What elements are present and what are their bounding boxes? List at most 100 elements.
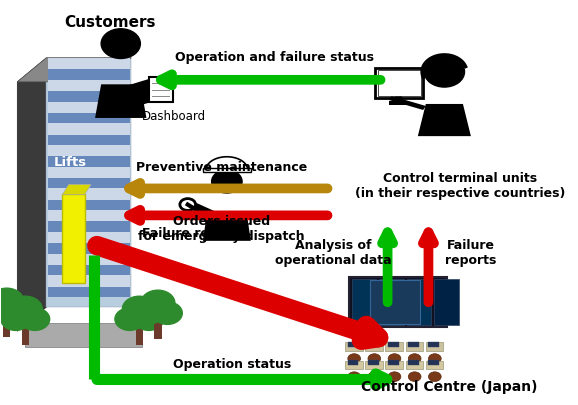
Polygon shape [194,203,218,224]
Bar [62,194,85,283]
Circle shape [408,354,421,363]
Bar [48,91,130,102]
Circle shape [20,308,50,330]
Bar [375,68,423,98]
Circle shape [368,372,381,382]
Bar [48,80,130,91]
Bar [48,167,130,178]
Bar [408,342,419,347]
Circle shape [424,56,465,87]
Bar [406,360,423,369]
Bar [365,343,383,351]
Polygon shape [388,96,426,110]
Circle shape [115,308,144,330]
Text: Lifts: Lifts [54,156,87,169]
Circle shape [141,290,175,316]
Bar [434,279,459,325]
Bar [388,342,399,347]
Polygon shape [418,104,471,136]
Bar [48,200,130,210]
Bar [203,168,251,172]
Text: Customers: Customers [64,15,156,30]
Circle shape [0,300,12,322]
Text: Operation status: Operation status [173,358,291,371]
Bar [48,210,130,222]
Bar [348,360,358,365]
Bar [48,123,130,134]
Bar [48,222,130,232]
Circle shape [1,300,31,322]
Circle shape [388,354,401,363]
Polygon shape [17,58,46,331]
Polygon shape [125,75,163,109]
Polygon shape [46,58,131,307]
Text: Failure
reports: Failure reports [445,239,497,267]
Bar [351,279,376,325]
Circle shape [348,354,361,363]
Bar [408,360,419,365]
Text: Control terminal units
(in their respective countries): Control terminal units (in their respect… [355,173,565,200]
Bar [377,70,421,96]
Bar [48,188,130,200]
Bar [379,279,403,325]
Text: Preventive maintenance: Preventive maintenance [136,160,307,173]
Text: Operation and failure status: Operation and failure status [175,51,374,64]
Bar [407,279,431,325]
Circle shape [428,372,441,382]
Bar [48,232,130,243]
Circle shape [368,354,381,363]
Circle shape [134,308,164,330]
Polygon shape [17,58,131,82]
Text: Dashboard: Dashboard [142,109,206,123]
Bar [426,343,443,351]
Circle shape [8,296,42,322]
Bar [345,360,362,369]
Bar [428,360,439,365]
Circle shape [348,372,361,382]
Bar [48,69,130,80]
Circle shape [428,354,441,363]
Polygon shape [203,157,251,170]
Bar [345,343,362,351]
Bar [154,317,162,339]
Bar [48,102,130,113]
Bar [48,145,130,156]
Bar [349,277,447,327]
Bar [365,360,383,369]
Bar [386,360,403,369]
Bar [3,315,10,337]
Text: Control Centre (Japan): Control Centre (Japan) [361,379,538,394]
Bar [406,343,423,351]
Bar [48,243,130,254]
Bar [388,101,409,105]
Polygon shape [95,84,146,118]
Bar [388,360,399,365]
Bar [136,323,143,345]
Circle shape [388,372,401,382]
Bar [368,360,379,365]
Circle shape [101,29,140,58]
Text: Failure reports: Failure reports [142,226,246,239]
Bar [428,342,439,347]
Bar [348,342,358,347]
Text: Analysis of
operational data: Analysis of operational data [275,239,391,267]
Circle shape [123,296,156,322]
Bar [25,323,142,347]
Circle shape [1,308,31,330]
Bar [48,178,130,188]
Circle shape [212,170,242,193]
Bar [48,275,130,287]
Bar [48,134,130,145]
Bar [386,343,403,351]
Bar [21,323,29,345]
Circle shape [0,288,24,314]
Polygon shape [62,184,91,194]
Bar [395,96,402,102]
Bar [370,280,420,324]
Bar [48,254,130,265]
Bar [48,113,130,123]
Polygon shape [203,211,251,241]
Circle shape [153,302,182,324]
Bar [48,265,130,275]
Circle shape [408,372,421,382]
